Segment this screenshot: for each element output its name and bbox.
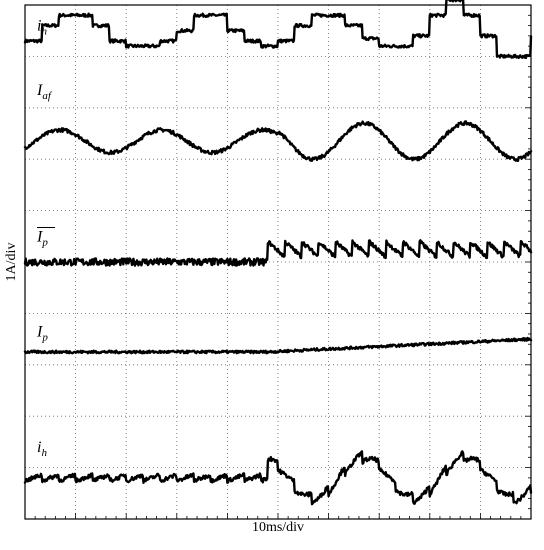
trace-i-p-3 [23, 336, 533, 355]
trace-label-1: Iaf [36, 82, 53, 102]
trace-i-h-0 [23, 0, 533, 60]
trace-label-3: Ip [36, 324, 48, 344]
trace-label-0: ih [37, 18, 47, 38]
trace-i-af-1 [23, 120, 533, 162]
trace-label-2: Ip [36, 228, 48, 248]
trace-i-h-4 [23, 450, 533, 506]
trace-label-4: ih [37, 439, 47, 459]
trace-i-p-bar-2 [23, 239, 533, 267]
x-axis-label: 10ms/div [252, 520, 304, 535]
y-axis-label: 1A/div [4, 243, 19, 282]
traces [23, 0, 533, 506]
trace-labels: ih Iaf Ip Ip ih [36, 18, 55, 459]
